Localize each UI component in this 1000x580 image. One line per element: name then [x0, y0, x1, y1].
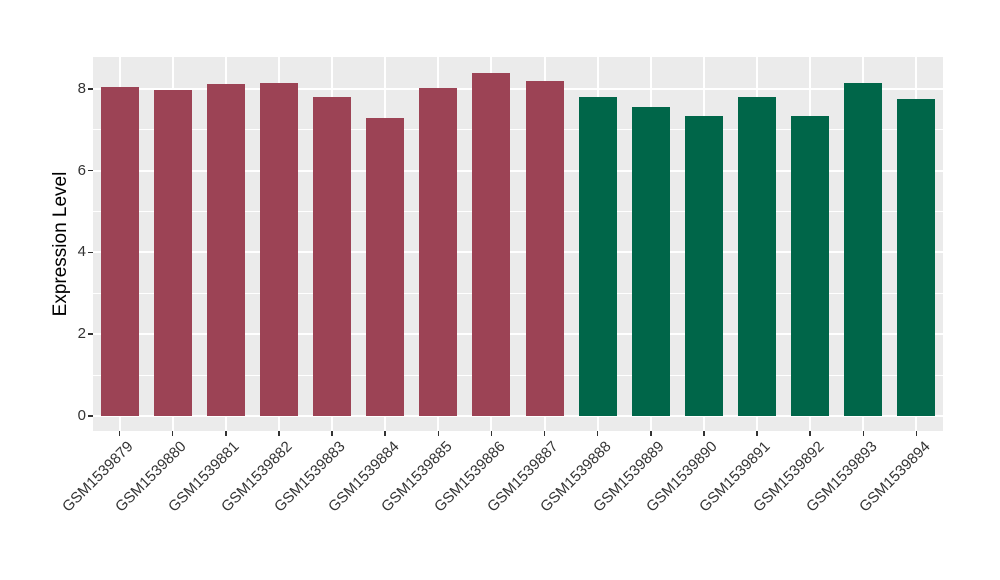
bar: [897, 99, 936, 416]
gridline-major-horizontal: [93, 333, 943, 336]
x-tick-mark: [490, 431, 493, 436]
bar: [259, 83, 298, 416]
x-tick-mark: [225, 431, 227, 436]
bar: [313, 96, 352, 416]
y-tick-mark: [88, 415, 93, 417]
y-tick-mark: [88, 88, 93, 90]
x-tick-mark: [278, 431, 280, 436]
y-tick-label: 6: [77, 161, 86, 179]
bar: [738, 97, 777, 416]
bar: [525, 81, 564, 416]
x-tick-mark: [384, 431, 386, 436]
x-tick-mark: [862, 431, 865, 436]
gridline-minor-horizontal: [93, 210, 943, 213]
x-tick-mark: [437, 431, 440, 436]
y-tick-label: 0: [77, 407, 86, 424]
bar: [366, 118, 405, 416]
x-tick-mark: [915, 431, 918, 436]
gridline-major-horizontal: [93, 169, 943, 172]
x-tick-mark: [171, 431, 174, 436]
gridline-minor-horizontal: [93, 292, 943, 294]
x-tick-mark: [543, 431, 546, 436]
gridline-major-horizontal: [93, 251, 943, 254]
bar: [791, 116, 830, 416]
bar: [206, 83, 245, 416]
plot-panel: [93, 57, 943, 431]
gridline-minor-horizontal: [93, 129, 943, 131]
bar: [578, 96, 617, 416]
gridline-major-horizontal: [93, 87, 943, 90]
x-tick-mark: [650, 431, 652, 436]
bar: [153, 90, 192, 416]
y-tick-label: 8: [77, 79, 86, 97]
y-tick-label: 4: [77, 243, 86, 261]
gridline-major-horizontal: [93, 415, 943, 417]
bar: [844, 82, 883, 416]
bar: [419, 87, 458, 416]
bar: [100, 86, 139, 416]
x-tick-mark: [756, 431, 758, 436]
bar: [631, 106, 670, 416]
x-tick-mark: [331, 431, 333, 436]
x-tick-mark: [118, 431, 121, 436]
bar: [472, 73, 511, 416]
y-tick-mark: [88, 251, 93, 254]
x-tick-mark: [809, 431, 811, 436]
y-tick-mark: [88, 169, 93, 172]
y-tick-mark: [88, 333, 93, 335]
x-tick-mark: [703, 431, 705, 436]
y-tick-label: 2: [77, 325, 86, 343]
gridline-minor-horizontal: [93, 374, 943, 376]
bar: [684, 116, 723, 416]
x-tick-mark: [596, 431, 599, 436]
